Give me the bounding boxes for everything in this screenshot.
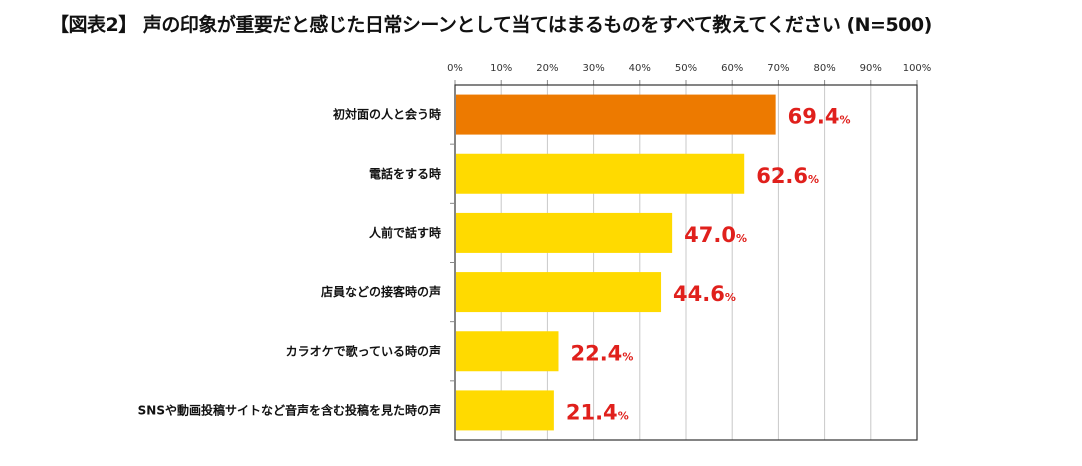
category-label: 店員などの接客時の声 <box>321 284 441 299</box>
bar <box>456 390 554 431</box>
category-label: 電話をする時 <box>369 166 441 181</box>
value-label: 62.6% <box>756 164 819 188</box>
bar <box>456 94 776 135</box>
value-unit: % <box>808 173 819 186</box>
value-number: 22.4 <box>570 341 622 365</box>
value-unit: % <box>725 291 736 304</box>
value-unit: % <box>736 232 747 245</box>
x-tick-label: 40% <box>629 63 651 74</box>
x-tick-label: 90% <box>860 63 882 74</box>
x-tick-label: 60% <box>721 63 743 74</box>
value-label: 21.4% <box>566 400 629 424</box>
value-label: 69.4% <box>788 105 851 129</box>
value-number: 62.6 <box>756 164 808 188</box>
x-tick-label: 20% <box>536 63 558 74</box>
x-tick-label: 50% <box>675 63 697 74</box>
category-label: 初対面の人と会う時 <box>333 107 441 122</box>
value-unit: % <box>622 350 633 363</box>
chart-title: 【図表2】 声の印象が重要だと感じた日常シーンとして当てはまるものをすべて教えて… <box>50 14 932 36</box>
value-number: 69.4 <box>788 105 840 129</box>
category-label: カラオケで歌っている時の声 <box>286 343 441 358</box>
value-number: 21.4 <box>566 400 618 424</box>
value-label: 22.4% <box>570 341 633 365</box>
x-tick-label: 80% <box>813 63 835 74</box>
value-unit: % <box>839 114 850 127</box>
x-tick-label: 100% <box>903 63 932 74</box>
x-tick-label: 30% <box>582 63 604 74</box>
x-tick-label: 0% <box>447 63 463 74</box>
bar <box>456 272 662 313</box>
bar <box>456 212 673 253</box>
category-label: SNSや動画投稿サイトなど音声を含む投稿を見た時の声 <box>138 402 441 417</box>
x-tick-label: 70% <box>767 63 789 74</box>
value-unit: % <box>618 409 629 422</box>
x-tick-label: 10% <box>490 63 512 74</box>
value-label: 44.6% <box>673 282 736 306</box>
value-number: 47.0 <box>684 223 736 247</box>
bar <box>456 331 559 372</box>
bar <box>456 153 745 194</box>
category-label: 人前で話す時 <box>369 225 441 240</box>
value-label: 47.0% <box>684 223 747 247</box>
value-number: 44.6 <box>673 282 725 306</box>
